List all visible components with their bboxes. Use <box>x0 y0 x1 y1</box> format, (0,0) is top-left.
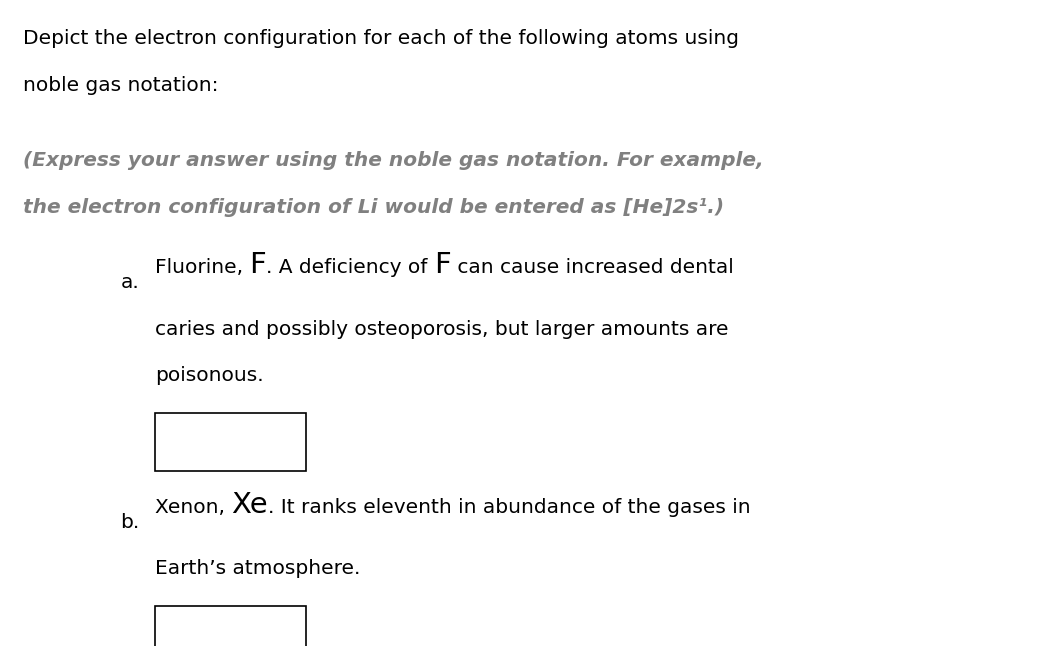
Text: Fluorine,: Fluorine, <box>155 258 249 277</box>
Text: F: F <box>434 251 451 279</box>
Text: a.: a. <box>120 273 139 292</box>
Text: Xe: Xe <box>231 491 268 519</box>
Text: . A deficiency of: . A deficiency of <box>266 258 434 277</box>
Text: . It ranks eleventh in abundance of the gases in: . It ranks eleventh in abundance of the … <box>268 498 750 517</box>
Text: Xenon,: Xenon, <box>155 498 231 517</box>
Text: Depict the electron configuration for each of the following atoms using: Depict the electron configuration for ea… <box>23 29 740 48</box>
Text: can cause increased dental: can cause increased dental <box>451 258 733 277</box>
Text: (Express your answer using the noble gas notation. For example,: (Express your answer using the noble gas… <box>23 151 764 170</box>
Text: the electron configuration of Li would be entered as [He]2s¹.): the electron configuration of Li would b… <box>23 198 724 216</box>
Text: caries and possibly osteoporosis, but larger amounts are: caries and possibly osteoporosis, but la… <box>155 320 728 339</box>
Bar <box>155 606 306 646</box>
Bar <box>155 413 306 471</box>
Text: Earth’s atmosphere.: Earth’s atmosphere. <box>155 559 360 578</box>
Text: F: F <box>249 251 266 279</box>
Text: noble gas notation:: noble gas notation: <box>23 76 219 94</box>
Text: poisonous.: poisonous. <box>155 366 264 385</box>
Text: b.: b. <box>120 513 139 532</box>
